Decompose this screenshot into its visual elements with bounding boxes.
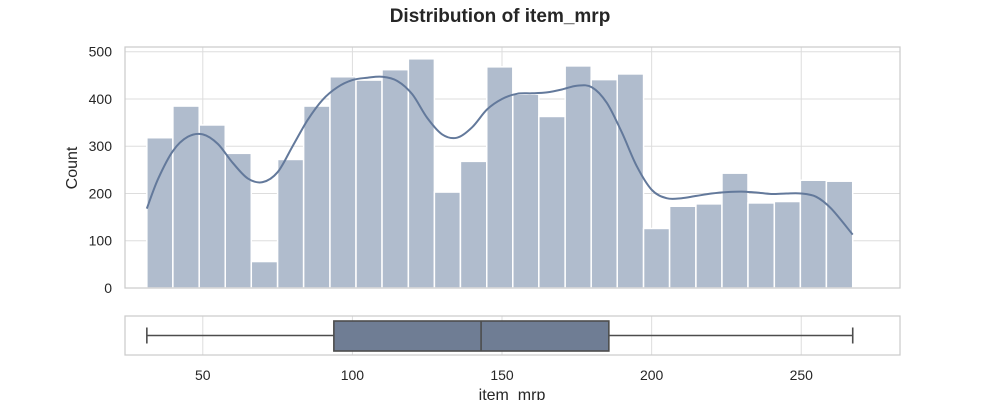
boxplot-frame: [124, 315, 901, 356]
x-tick-label: 150: [490, 367, 514, 383]
histogram-frame: [124, 46, 901, 289]
histogram-bar: [355, 79, 383, 289]
x-tick-label: 250: [790, 367, 814, 383]
histogram-bar: [590, 78, 618, 289]
boxplot: [146, 320, 854, 352]
y-tick-label: 100: [89, 233, 113, 249]
histogram-bar: [198, 124, 226, 289]
histogram-bar: [433, 191, 462, 289]
histogram-bars: [146, 58, 854, 289]
histogram-bar: [329, 76, 357, 289]
histogram-bar: [302, 105, 331, 289]
histogram-bar: [224, 152, 253, 289]
histogram-bar: [146, 136, 174, 289]
histogram-bar: [564, 65, 592, 289]
y-tick-label: 200: [89, 185, 113, 201]
histogram-bar: [668, 205, 697, 289]
y-tick-label: 300: [89, 138, 113, 154]
histogram-bar: [407, 58, 436, 289]
y-tick-label: 0: [104, 280, 112, 296]
histogram-bar: [721, 172, 749, 289]
x-tick-label: 200: [640, 367, 664, 383]
boxplot-box: [333, 320, 610, 352]
x-tick-labels: 50 100 150 200 250: [195, 367, 813, 383]
x-axis-label: item_mrp: [479, 387, 546, 400]
histogram-bar: [695, 203, 723, 289]
histogram-bar: [486, 66, 514, 289]
histogram-bar: [747, 202, 776, 289]
histogram-bar: [538, 115, 566, 289]
kde-curve-group: [145, 75, 854, 236]
x-tick-label: 50: [195, 367, 211, 383]
y-tick-label: 400: [89, 91, 113, 107]
histogram-bar: [642, 227, 671, 289]
histogram-bar: [276, 158, 305, 289]
histogram-bar: [459, 160, 488, 289]
y-tick-labels: 0 100 200 300 400 500: [89, 44, 113, 296]
histogram-bar: [799, 179, 828, 289]
histogram-bar: [512, 93, 540, 289]
x-tick-label: 100: [341, 367, 365, 383]
histogram-bar: [825, 180, 854, 289]
chart-title: Distribution of item_mrp: [390, 6, 611, 27]
y-tick-label: 500: [89, 44, 113, 60]
kde-curve: [145, 75, 854, 236]
histogram-bar: [616, 73, 645, 289]
y-axis-label: Count: [64, 146, 81, 189]
histogram-bar: [381, 68, 410, 289]
histogram-bar: [773, 200, 802, 289]
histogram-bar: [172, 105, 200, 289]
histogram-bar: [250, 260, 279, 289]
